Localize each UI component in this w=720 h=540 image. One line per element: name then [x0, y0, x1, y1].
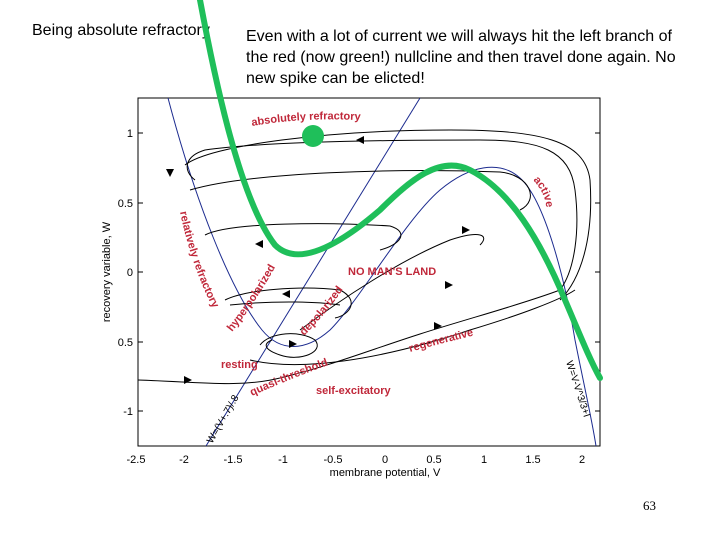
y-tick: -1: [123, 406, 133, 418]
green-nullcline: [197, 0, 603, 381]
page-number: 63: [643, 498, 656, 513]
x-tick: -1.5: [224, 454, 243, 466]
x-tick: -2: [179, 454, 189, 466]
x-tick: -0.5: [324, 454, 343, 466]
label-depolarized: depolarized: [298, 284, 346, 338]
state-marker-dot: [302, 125, 324, 147]
right-caption: Even with a lot of current we will alway…: [246, 28, 676, 87]
x-tick: 1: [481, 454, 487, 466]
x-tick: 1.5: [525, 454, 540, 466]
y-tick-labels: 1 0.5 0 0.5 -1: [118, 128, 133, 418]
x-tick-labels: -2.5 -2 -1.5 -1 -0.5 0 0.5 1 1.5 2: [127, 454, 586, 466]
x-axis-label: membrane potential, V: [330, 467, 441, 479]
label-no-mans-land: NO MAN'S LAND: [348, 266, 436, 278]
y-tick: 1: [127, 128, 133, 140]
blue-cubic-nullcline: [167, 97, 597, 447]
x-tick: -1: [278, 454, 288, 466]
x-tick: 0: [382, 454, 388, 466]
y-tick: 0: [127, 267, 133, 279]
trajectory-arrows: [166, 136, 470, 384]
y-tick: 0.5: [118, 337, 133, 349]
label-hyperpolarized: hyperpolarized: [225, 262, 278, 333]
y-tick: 0.5: [118, 198, 133, 210]
label-absolutely-refractory: absolutely refractory: [251, 110, 362, 129]
label-resting: resting: [221, 359, 258, 371]
label-relatively-refractory: relatively refractory: [177, 210, 221, 310]
y-axis-ticks: [138, 132, 600, 412]
label-cubic-nullcline: W=V-V^3/3+I: [563, 360, 592, 419]
x-tick: 2: [579, 454, 585, 466]
label-regenerative: regenerative: [408, 327, 475, 355]
blue-linear-nullcline: [205, 97, 421, 447]
left-caption: Being absolute refractory: [32, 22, 210, 39]
y-axis-label: recovery variable, W: [101, 221, 113, 322]
x-tick: 0.5: [426, 454, 441, 466]
trajectories: [137, 129, 592, 385]
label-active: active: [531, 174, 555, 208]
label-linear-nullcline: W=(V+.7)/.8: [205, 393, 242, 446]
x-tick: -2.5: [127, 454, 146, 466]
label-self-excitatory: self-excitatory: [316, 385, 391, 397]
